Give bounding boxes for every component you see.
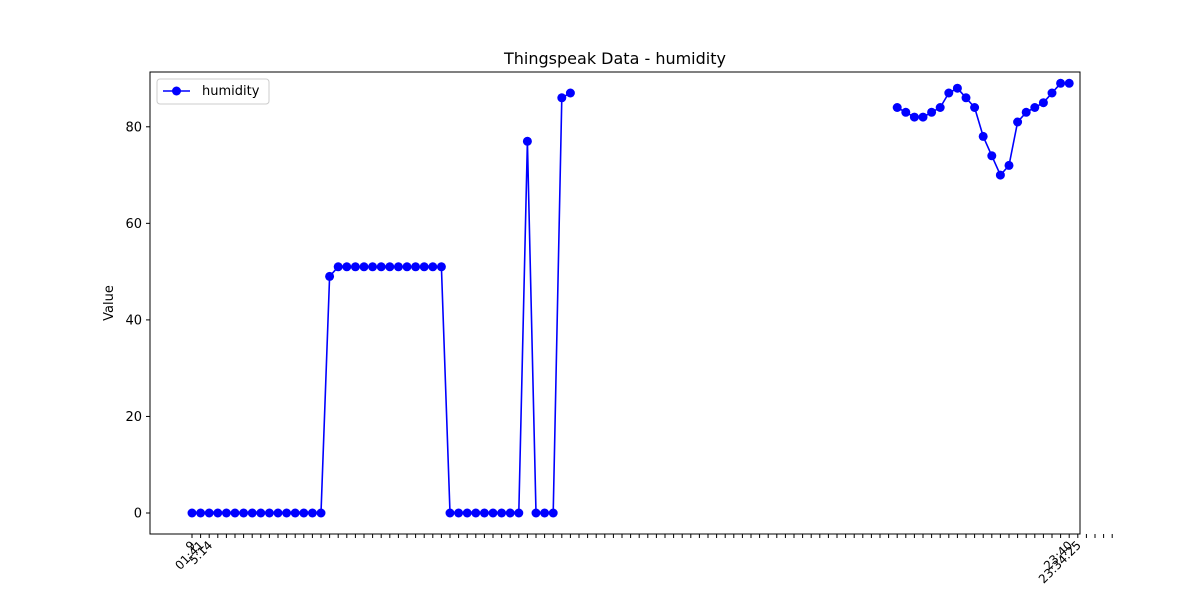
- data-point: [952, 83, 962, 93]
- data-point: [376, 262, 386, 272]
- data-point: [944, 88, 954, 98]
- y-tick-label: 20: [125, 410, 142, 425]
- data-point: [909, 112, 919, 122]
- data-point: [247, 508, 257, 518]
- y-tick-label: 0: [134, 507, 142, 522]
- data-point: [368, 262, 378, 272]
- data-point: [239, 508, 249, 518]
- data-point: [316, 508, 326, 518]
- data-point: [1064, 78, 1074, 88]
- plot-area: [149, 71, 1081, 535]
- y-tick-label: 40: [125, 313, 142, 328]
- data-point: [221, 508, 231, 518]
- data-point: [892, 103, 902, 112]
- data-point: [204, 508, 214, 518]
- data-point: [264, 508, 274, 518]
- data-point: [411, 262, 421, 272]
- data-point: [918, 112, 928, 122]
- data-point: [196, 508, 206, 518]
- legend: humidity: [156, 78, 270, 105]
- data-point: [454, 508, 464, 518]
- series-layer: [187, 78, 1074, 518]
- data-point: [419, 262, 429, 272]
- y-axis: 0 20 40 60 80: [125, 120, 150, 522]
- data-point: [961, 93, 971, 103]
- y-axis-label: Value: [102, 285, 117, 321]
- data-point: [342, 262, 352, 272]
- data-point: [522, 136, 532, 146]
- data-point: [299, 508, 309, 518]
- data-point: [428, 262, 438, 272]
- data-point: [436, 262, 446, 272]
- data-point: [995, 170, 1005, 180]
- data-point: [445, 508, 455, 518]
- series-line-humidity: [192, 92, 571, 514]
- data-point: [987, 151, 997, 161]
- data-point: [350, 262, 360, 272]
- data-point: [531, 508, 541, 518]
- data-point: [462, 508, 472, 518]
- data-point: [393, 262, 403, 272]
- chart-title: Thingspeak Data - humidity: [503, 49, 726, 68]
- data-point: [935, 103, 945, 112]
- data-point: [1056, 78, 1066, 88]
- data-point: [333, 262, 343, 272]
- data-point: [1021, 107, 1031, 117]
- data-point: [479, 508, 489, 518]
- data-point: [565, 88, 575, 98]
- data-point: [273, 508, 283, 518]
- data-point: [901, 107, 911, 117]
- data-point: [927, 107, 937, 117]
- data-point: [307, 508, 317, 518]
- data-point: [282, 508, 292, 518]
- legend-frame: [156, 78, 270, 105]
- data-point: [488, 508, 498, 518]
- data-point: [1013, 117, 1023, 127]
- data-point: [187, 508, 197, 518]
- data-point: [213, 508, 223, 518]
- data-point: [1038, 98, 1048, 108]
- data-point: [557, 93, 567, 103]
- data-point: [230, 508, 240, 518]
- data-point: [256, 508, 266, 518]
- data-point: [1004, 160, 1014, 170]
- data-point: [1047, 88, 1057, 98]
- legend-label-humidity: humidity: [202, 84, 260, 99]
- data-point: [978, 131, 988, 141]
- legend-marker-swatch: [172, 86, 181, 96]
- data-point: [497, 508, 507, 518]
- data-point: [540, 508, 550, 518]
- data-point: [290, 508, 300, 518]
- series-line-humidity: [896, 82, 1070, 176]
- data-point: [1030, 103, 1040, 112]
- data-point: [970, 103, 980, 112]
- data-point: [385, 262, 395, 272]
- data-point: [505, 508, 515, 518]
- y-tick-label: 60: [125, 217, 142, 232]
- data-point: [548, 508, 558, 518]
- data-point: [325, 271, 335, 281]
- data-point: [359, 262, 369, 272]
- data-point: [402, 262, 412, 272]
- y-tick-label: 80: [125, 120, 142, 135]
- data-point: [471, 508, 481, 518]
- data-point: [514, 508, 524, 518]
